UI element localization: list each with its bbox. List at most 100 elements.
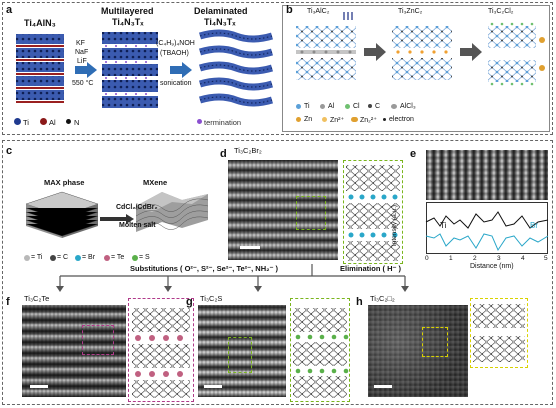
legend-b-c: C: [375, 103, 381, 110]
panel-d-zoom-box: [296, 196, 326, 230]
panel-d-inset-structure: [346, 165, 400, 261]
panel-g-inset-structure: [293, 308, 349, 398]
sonication-label: sonication: [160, 80, 192, 87]
legend-b-zn: Zn: [304, 116, 313, 123]
panel-d-title: Ti₃C₂Br₂: [234, 146, 262, 155]
legend-b-cl: Cl: [353, 103, 360, 110]
arrow-etching: [75, 62, 97, 78]
legend-b-zn2: Zn²⁺: [330, 117, 345, 124]
panel-f-inset-frame: [128, 298, 194, 402]
arrow-sonication: [170, 62, 192, 78]
panel-h-stem-image: [368, 305, 468, 397]
panel-g-stem-image: [198, 305, 286, 397]
salt-label: CdCl₂/CdBr₂: [116, 204, 158, 211]
legend-b-zn2-dot: [322, 117, 327, 122]
legend-n-dot: [66, 119, 71, 124]
panel-b-label: b: [286, 4, 293, 16]
panel-a-label: a: [6, 4, 13, 16]
legend-b-alcl3: AlCl₃: [400, 103, 416, 110]
legend-c-te: = Te: [111, 254, 125, 261]
panel-h-scale-bar: [374, 385, 392, 388]
reagent-tbaoh: (TBAOH): [160, 50, 189, 57]
legend-termination: termination: [204, 118, 242, 127]
panel-b-structures: [296, 12, 545, 86]
panel-f-zoom-box: [82, 325, 114, 355]
panel-a-title-mid-sub: Ti₄N₃Tₓ: [112, 17, 144, 27]
panel-a-title-right-sub: Ti₄N₃Tₓ: [204, 17, 236, 27]
panel-e-xtick-0: 0: [425, 255, 429, 262]
legend-c-s: = S: [139, 254, 150, 261]
panel-f-label: f: [6, 296, 10, 308]
legend-ti: Ti: [23, 118, 29, 127]
legend-al-dot: [40, 118, 47, 125]
multilayered-crystal: [102, 32, 158, 108]
panel-h-zoom-box: [422, 327, 448, 357]
stage-ti3c2cl2: Ti₃C₂Cl₂: [488, 8, 514, 15]
panel-a-title-mid: Multilayered: [101, 6, 154, 16]
panel-h-inset-frame: [470, 298, 528, 368]
legend-b-cl-dot: [345, 104, 350, 109]
legend-termination-dot: [197, 119, 202, 124]
legend-b-c-dot: [368, 104, 372, 108]
reaction-connectors: [56, 264, 409, 292]
panel-d-stem-image: [228, 160, 338, 260]
panel-d-label: d: [220, 148, 227, 160]
panel-a-title-left: Ti₄AlN₃: [24, 18, 56, 28]
legend-b-electron-dot: [383, 118, 386, 121]
panel-f-scale-bar: [30, 385, 48, 388]
panel-h-label: h: [356, 296, 363, 308]
panel-f-title: Ti₃C₂Te: [24, 294, 50, 303]
panel-e-line-profiles: [425, 211, 549, 252]
top-frame: [2, 2, 553, 135]
legend-b-alcl3-dot: [391, 104, 397, 109]
legend-c-c: = C: [57, 254, 69, 261]
panel-e-xtick-2: 2: [473, 255, 477, 262]
legend-c-br-dot: [75, 255, 81, 261]
legend-c-ti-dot: [24, 255, 30, 261]
legend-b-ti-dot: [296, 104, 301, 109]
panel-e-xlabel: Distance (nm): [470, 263, 514, 270]
elimination-label: Elimination ( H⁻ ): [338, 264, 404, 273]
panel-g-inset-frame: [290, 298, 350, 402]
panel-e-series-ti: Ti: [440, 221, 447, 230]
panel-h-title: Ti₃C₂□₂: [370, 294, 395, 303]
panel-e-plot-frame: [426, 202, 548, 254]
ti-profile-line: [425, 211, 549, 229]
reagent-kf: KF: [76, 40, 85, 47]
legend-c-te-dot: [104, 255, 110, 261]
panel-d-scale-bar: [240, 246, 260, 249]
legend-b-ti: Ti: [304, 103, 310, 110]
panel-e-ylabel: Intensity (a.u.): [391, 204, 399, 247]
panel-f-inset-structure: [132, 308, 190, 398]
panel-g-title: Ti₃C₂S: [200, 294, 223, 303]
panel-e-xtick-4: 4: [521, 255, 525, 262]
legend-c-ti: = Ti: [31, 254, 43, 261]
panel-g-scale-bar: [204, 385, 222, 388]
panel-c-label: c: [6, 145, 13, 157]
max-phase-stack: [25, 191, 99, 238]
panel-e-label: e: [410, 148, 417, 160]
panel-g-label: g: [186, 296, 193, 308]
arrow-molten-salt: [100, 214, 134, 224]
bottom-frame: [2, 140, 553, 405]
legend-b-zn22: Zn₂²⁺: [360, 117, 377, 124]
max-phase-crystal: [16, 34, 64, 103]
legend-n: N: [74, 118, 80, 127]
reagent-lif: LiF: [77, 58, 87, 65]
stage-ti3znc2: Ti₃ZnC₂: [398, 8, 423, 15]
reagent-tbaoh-formula: (C₄H₉)₄NOH: [156, 40, 195, 47]
max-phase-label: MAX phase: [44, 178, 85, 187]
panel-e-xtick-1: 1: [449, 255, 453, 262]
stage-ti3alc2: Ti₃AlC₂: [307, 8, 330, 15]
panel-h-inset-structure: [473, 304, 525, 362]
panel-e-xtick-5: 5: [544, 255, 548, 262]
panel-e-series-br: Br: [530, 221, 538, 230]
legend-b-electron: electron: [389, 116, 414, 123]
panel-f-stem-image: [22, 305, 126, 397]
legend-b-zn-dot: [296, 117, 301, 122]
panel-e-stem-image: [426, 150, 548, 200]
legend-b-al-dot: [320, 104, 325, 109]
br-profile-line: [425, 233, 549, 252]
panel-b-frame: [282, 5, 550, 132]
panel-g-zoom-box: [228, 337, 252, 373]
